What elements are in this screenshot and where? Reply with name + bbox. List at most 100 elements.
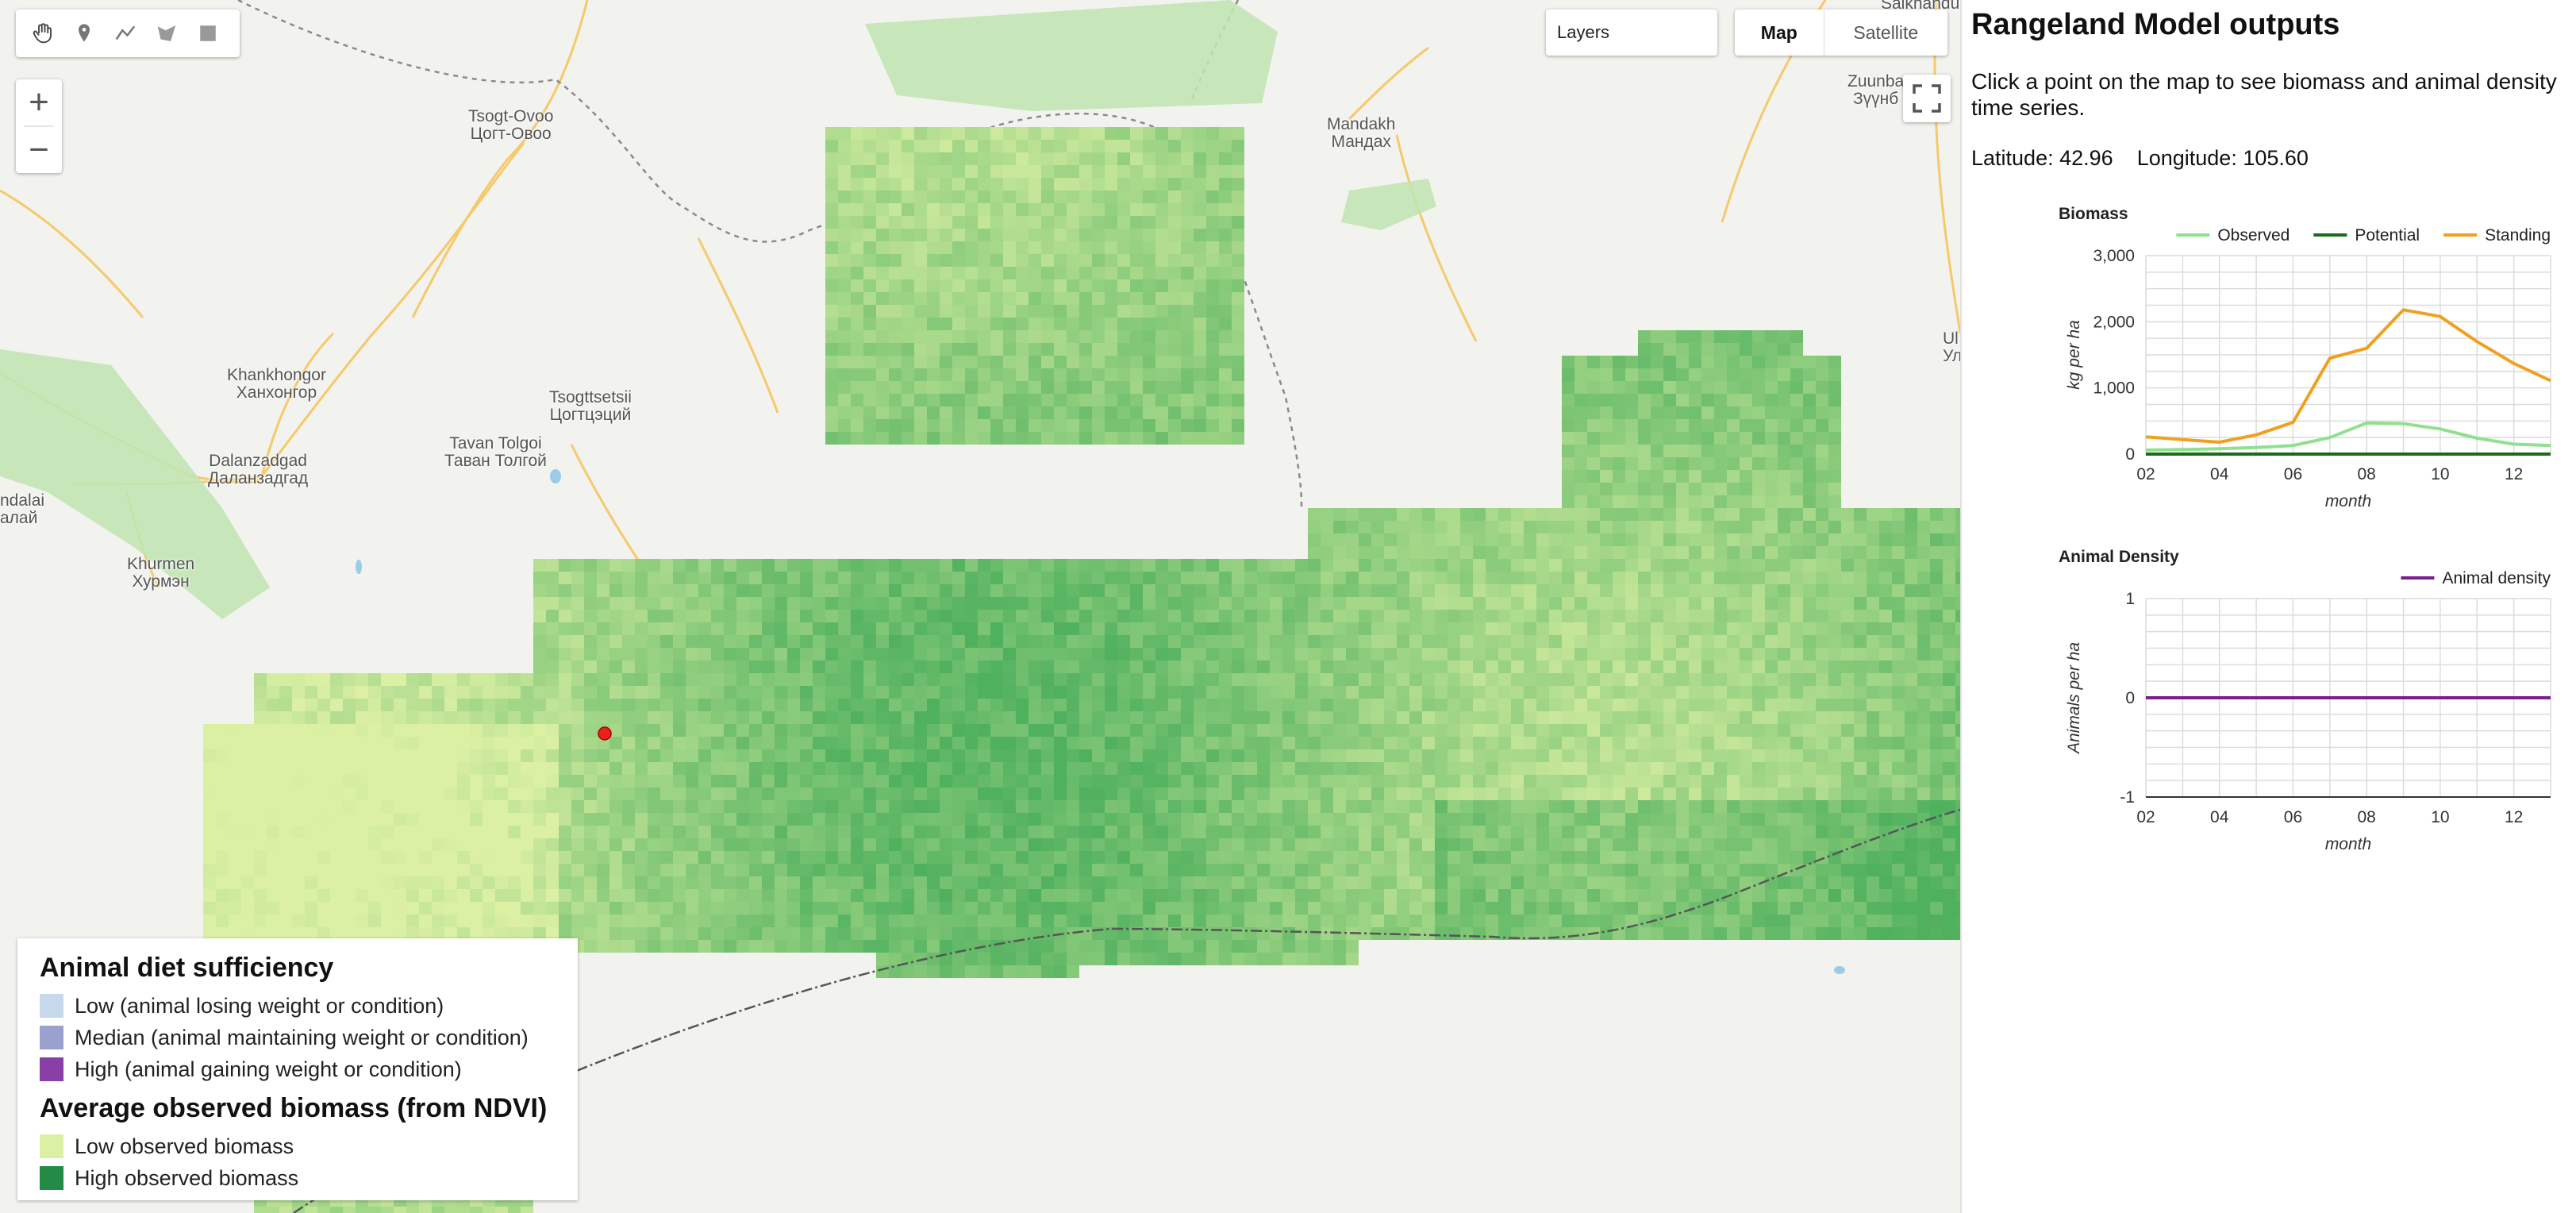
raster-cell [889,343,902,356]
raster-cell [1181,622,1194,635]
raster-cell [749,572,762,584]
raster-cell [457,826,470,838]
raster-cell [330,762,343,775]
raster-cell [927,889,940,902]
raster-cell [1752,495,1765,508]
raster-cell [483,915,495,927]
raster-cell [1816,648,1828,660]
raster-cell [1714,635,1727,648]
raster-cell [1067,800,1079,813]
raster-cell [1752,330,1765,343]
raster-cell [559,838,571,851]
raster-cell [279,749,292,762]
raster-cell [851,800,863,813]
raster-cell [648,876,660,889]
raster-cell [1549,749,1562,762]
raster-cell [1867,851,1879,864]
raster-cell [952,648,965,660]
raster-cell [1701,406,1714,419]
raster-cell [1955,559,1960,572]
raster-cell [1701,508,1714,521]
raster-cell [902,279,914,292]
raster-cell [1194,660,1206,673]
raster-cell [1778,648,1790,660]
raster-cell [1397,864,1409,876]
raster-cell [1333,889,1346,902]
raster-cell [343,800,356,813]
raster-cell [1574,508,1587,521]
map-view[interactable]: Tsogt-Ovoo Цогт-Овоо Mandakh Мандах Saikha… [0,0,1962,1213]
raster-cell [1562,381,1574,394]
raster-cell [1308,584,1321,597]
raster-cell [1498,635,1511,648]
raster-cell [927,686,940,699]
raster-cell [584,737,597,749]
raster-cell [1206,292,1219,305]
raster-cell [1371,533,1384,546]
raster-cell [1130,584,1143,597]
raster-cell [1765,737,1778,749]
raster-cell [1333,660,1346,673]
raster-cell [1181,597,1194,610]
raster-cell [622,902,635,915]
raster-cell [1498,749,1511,762]
raster-cell [546,699,559,711]
raster-cell [902,203,914,216]
raster-cell [876,305,889,318]
raster-cell [1498,648,1511,660]
raster-cell [800,673,813,686]
raster-cell [279,724,292,737]
raster-cell [660,762,673,775]
raster-cell [1346,508,1359,521]
raster-cell [851,597,863,610]
raster-cell [698,559,711,572]
raster-cell [1155,305,1168,318]
raster-cell [317,813,330,826]
raster-cell [1003,152,1016,165]
raster-cell [1130,241,1143,254]
raster-cell [1270,584,1282,597]
raster-cell [1498,864,1511,876]
raster-cell [1867,648,1879,660]
raster-cell [1740,838,1752,851]
raster-cell [1524,559,1536,572]
raster-cell [952,838,965,851]
raster-cell [1955,851,1960,864]
raster-cell [1448,902,1460,915]
raster-cell [1879,559,1892,572]
raster-cell [1549,673,1562,686]
raster-cell [1803,470,1816,483]
raster-cell [470,851,483,864]
raster-cell [1892,622,1905,635]
raster-cell [1841,648,1854,660]
raster-cell [254,787,267,800]
raster-cell [1524,572,1536,584]
raster-cell [724,584,736,597]
raster-cell [1092,787,1105,800]
raster-cell [1054,216,1067,229]
raster-cell [546,838,559,851]
raster-cell [1219,152,1232,165]
raster-cell [1663,851,1676,864]
raster-cell [1727,673,1740,686]
raster-cell [559,889,571,902]
raster-cell [305,724,317,737]
raster-cell [813,622,825,635]
raster-cell [990,572,1003,584]
raster-cell [1359,711,1371,724]
raster-cell [1613,584,1625,597]
raster-cell [1308,762,1321,775]
raster-cell [368,673,381,686]
raster-cell [1828,699,1841,711]
raster-cell [1079,622,1092,635]
raster-cell [1714,826,1727,838]
raster-cell [952,254,965,267]
raster-cell [1321,635,1333,648]
raster-cell [775,762,787,775]
raster-cell [902,864,914,876]
raster-cell [1524,775,1536,787]
raster-cell [1486,546,1498,559]
raster-cell [1409,787,1422,800]
raster-cell [1917,673,1930,686]
raster-cell [940,660,952,673]
